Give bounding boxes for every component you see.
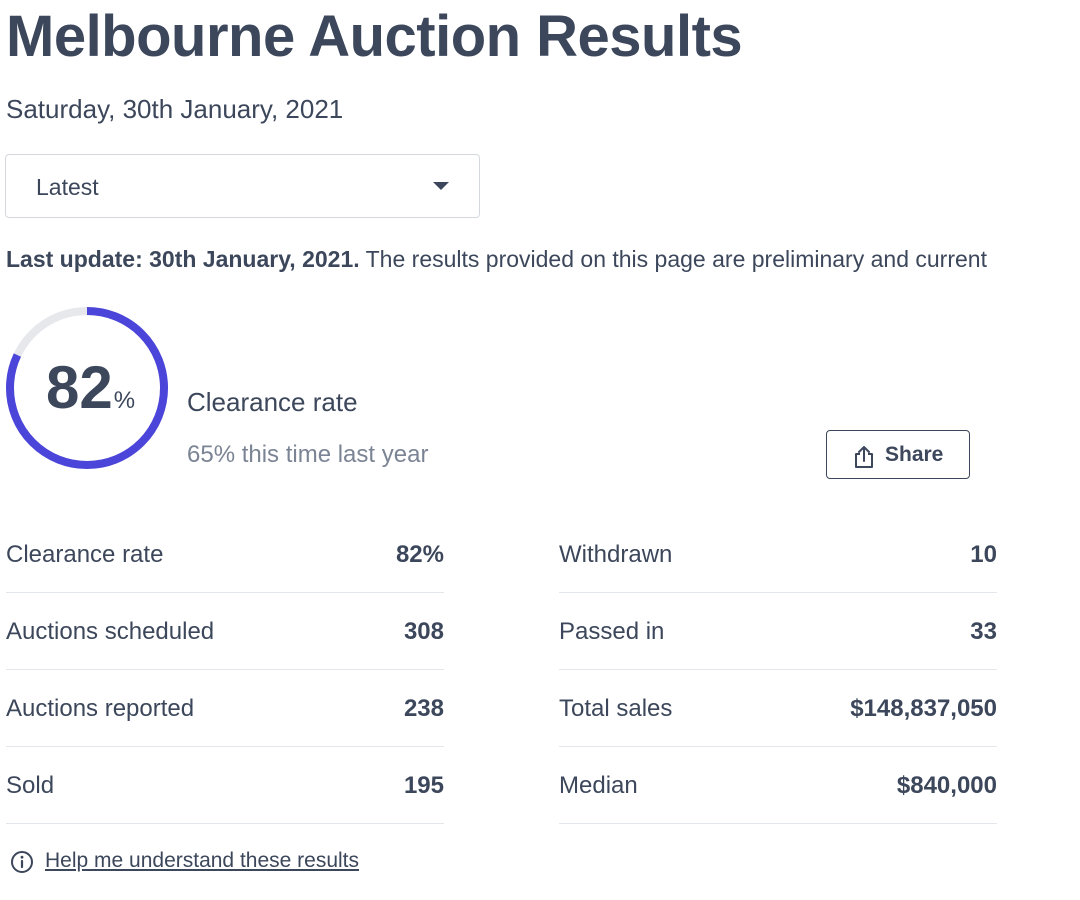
stat-name: Auctions scheduled: [6, 618, 215, 645]
stat-name: Median: [559, 772, 638, 799]
stat-name: Auctions reported: [6, 695, 195, 722]
last-year-comparison: 65% this time last year: [187, 441, 429, 468]
stat-name: Sold: [6, 772, 55, 799]
period-select[interactable]: Latest: [5, 154, 480, 218]
stat-name: Total sales: [559, 695, 673, 722]
stat-value: 308: [403, 618, 444, 645]
stat-row-clearance-rate: Clearance rate 82%: [6, 516, 444, 593]
stat-value: 33: [970, 618, 997, 645]
stat-value: 195: [403, 772, 444, 799]
stat-row-total-sales: Total sales $148,837,050: [559, 670, 997, 747]
info-icon: [11, 851, 33, 873]
stat-value: $148,837,050: [850, 695, 997, 722]
stat-row-passed-in: Passed in 33: [559, 593, 997, 670]
help-link[interactable]: Help me understand these results: [45, 849, 360, 872]
last-update-date: Last update: 30th January, 2021.: [6, 246, 360, 272]
share-button[interactable]: Share: [826, 430, 970, 479]
last-update-notice: Last update: 30th January, 2021. The res…: [6, 243, 987, 275]
ring-progress: [6, 307, 168, 469]
clearance-number: 82: [46, 354, 113, 421]
stat-name: Clearance rate: [6, 541, 164, 568]
clearance-ring: [6, 307, 168, 469]
stat-row-auctions-scheduled: Auctions scheduled 308: [6, 593, 444, 670]
stat-value: $840,000: [896, 772, 997, 799]
stat-row-median: Median $840,000: [559, 747, 997, 824]
stat-value: 82%: [395, 541, 444, 568]
stats-right-column: Withdrawn 10 Passed in 33 Total sales $1…: [559, 516, 997, 824]
percent-symbol: %: [113, 387, 136, 414]
last-update-text: The results provided on this page are pr…: [359, 246, 987, 272]
stat-row-withdrawn: Withdrawn 10: [559, 516, 997, 593]
period-select-value: Latest: [36, 174, 99, 200]
stat-name: Withdrawn: [559, 541, 673, 568]
share-icon: [855, 446, 873, 468]
stat-value: 10: [970, 541, 997, 568]
page-title: Melbourne Auction Results: [6, 4, 743, 69]
chevron-down-icon: [433, 182, 449, 190]
share-label: Share: [885, 443, 944, 466]
results-date: Saturday, 30th January, 2021: [6, 94, 344, 124]
clearance-rate-label: Clearance rate: [187, 387, 358, 417]
stats-left-column: Clearance rate 82% Auctions scheduled 30…: [6, 516, 444, 824]
stat-row-sold: Sold 195: [6, 747, 444, 824]
stat-row-auctions-reported: Auctions reported 238: [6, 670, 444, 747]
clearance-rate-gauge: 82%: [4, 305, 170, 471]
stat-name: Passed in: [559, 618, 665, 645]
stat-value: 238: [403, 695, 444, 722]
clearance-rate-value: 82%: [46, 353, 135, 436]
